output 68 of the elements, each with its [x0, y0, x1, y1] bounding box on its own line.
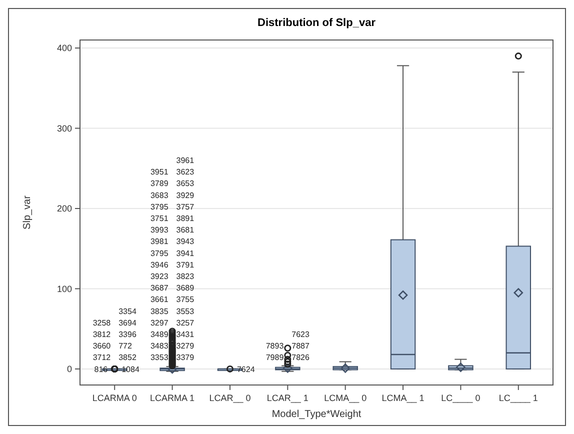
annotation: 3946	[150, 260, 169, 270]
annotation: 7826	[292, 353, 310, 362]
annotation: 3623	[176, 168, 195, 177]
x-tick-label: LCAR__ 0	[209, 393, 251, 403]
annotation: 3812	[92, 330, 112, 339]
annotation: 1084	[122, 364, 140, 374]
y-axis-title: Slp_var	[22, 194, 33, 230]
annotation: 3258	[92, 318, 112, 328]
annotation: 3681	[176, 226, 195, 235]
annotation: 3661	[150, 295, 169, 304]
chart-title: Distribution of Slp_var	[258, 17, 376, 29]
annotation: 3694	[118, 318, 137, 328]
annotation: 3835	[150, 306, 169, 316]
annotation: 3660	[92, 342, 112, 351]
x-tick-label: LCARMA 0	[92, 393, 137, 403]
annotation: 3687	[150, 284, 169, 293]
x-tick-label: LCMA__ 0	[324, 393, 367, 403]
annotation: 3961	[176, 156, 195, 165]
annotation: 3279	[176, 342, 195, 351]
annotation: 3789	[150, 179, 169, 188]
y-tick-label: 400	[56, 43, 72, 54]
x-tick-label: LCAR__ 1	[266, 393, 308, 403]
annotation: 3823	[176, 272, 195, 281]
annotation: 3257	[176, 318, 195, 328]
annotation: 3755	[176, 295, 195, 304]
y-tick-label: 100	[56, 284, 72, 294]
annotation: 3951	[150, 168, 169, 177]
annotation: 816	[94, 364, 108, 374]
annotation: 3751	[150, 214, 169, 223]
annotation: 3943	[176, 237, 195, 246]
annotation: 7887	[292, 342, 310, 351]
annotation: 7624	[236, 364, 256, 374]
annotation: 3354	[118, 306, 137, 316]
annotation: 3791	[176, 260, 195, 270]
x-axis-title: Model_Type*Weight	[272, 409, 362, 420]
annotation: 3653	[176, 179, 195, 188]
annotation: 7623	[292, 330, 310, 339]
x-tick-label: LC____ 0	[441, 393, 480, 403]
annotation: 3891	[176, 214, 195, 223]
annotation: 3683	[150, 190, 169, 200]
annotation: 3297	[150, 318, 169, 328]
annotation: 772	[118, 342, 133, 351]
x-tick-label: LCMA__ 1	[382, 393, 424, 403]
x-tick-label: LC____ 1	[498, 393, 538, 403]
annotation: 3396	[118, 330, 137, 339]
y-tick-label: 200	[56, 204, 72, 214]
annotation: 3431	[176, 330, 195, 339]
annotation: 3923	[150, 272, 169, 281]
annotation: 3353	[150, 353, 169, 362]
y-tick-label: 300	[56, 123, 72, 134]
annotation: 3712	[92, 353, 112, 362]
annotation: 3929	[176, 190, 195, 200]
annotation: 3941	[176, 248, 195, 258]
annotation: 3981	[150, 237, 169, 246]
annotation: 3852	[118, 353, 137, 362]
annotation: 3489	[150, 330, 169, 339]
annotation: 3483	[150, 342, 169, 351]
annotation: 3689	[176, 284, 195, 293]
y-tick-label: 0	[66, 364, 72, 374]
annotation: 3795	[150, 202, 169, 212]
annotation: 3795	[150, 248, 169, 258]
annotation: 3757	[176, 202, 195, 212]
annotation: 3993	[150, 226, 169, 235]
annotation: 3553	[176, 306, 195, 316]
annotation: 3379	[176, 353, 195, 362]
annotation: 7989	[266, 353, 284, 362]
x-tick-label: LCARMA 1	[150, 393, 195, 403]
annotation: 7893	[266, 342, 284, 351]
